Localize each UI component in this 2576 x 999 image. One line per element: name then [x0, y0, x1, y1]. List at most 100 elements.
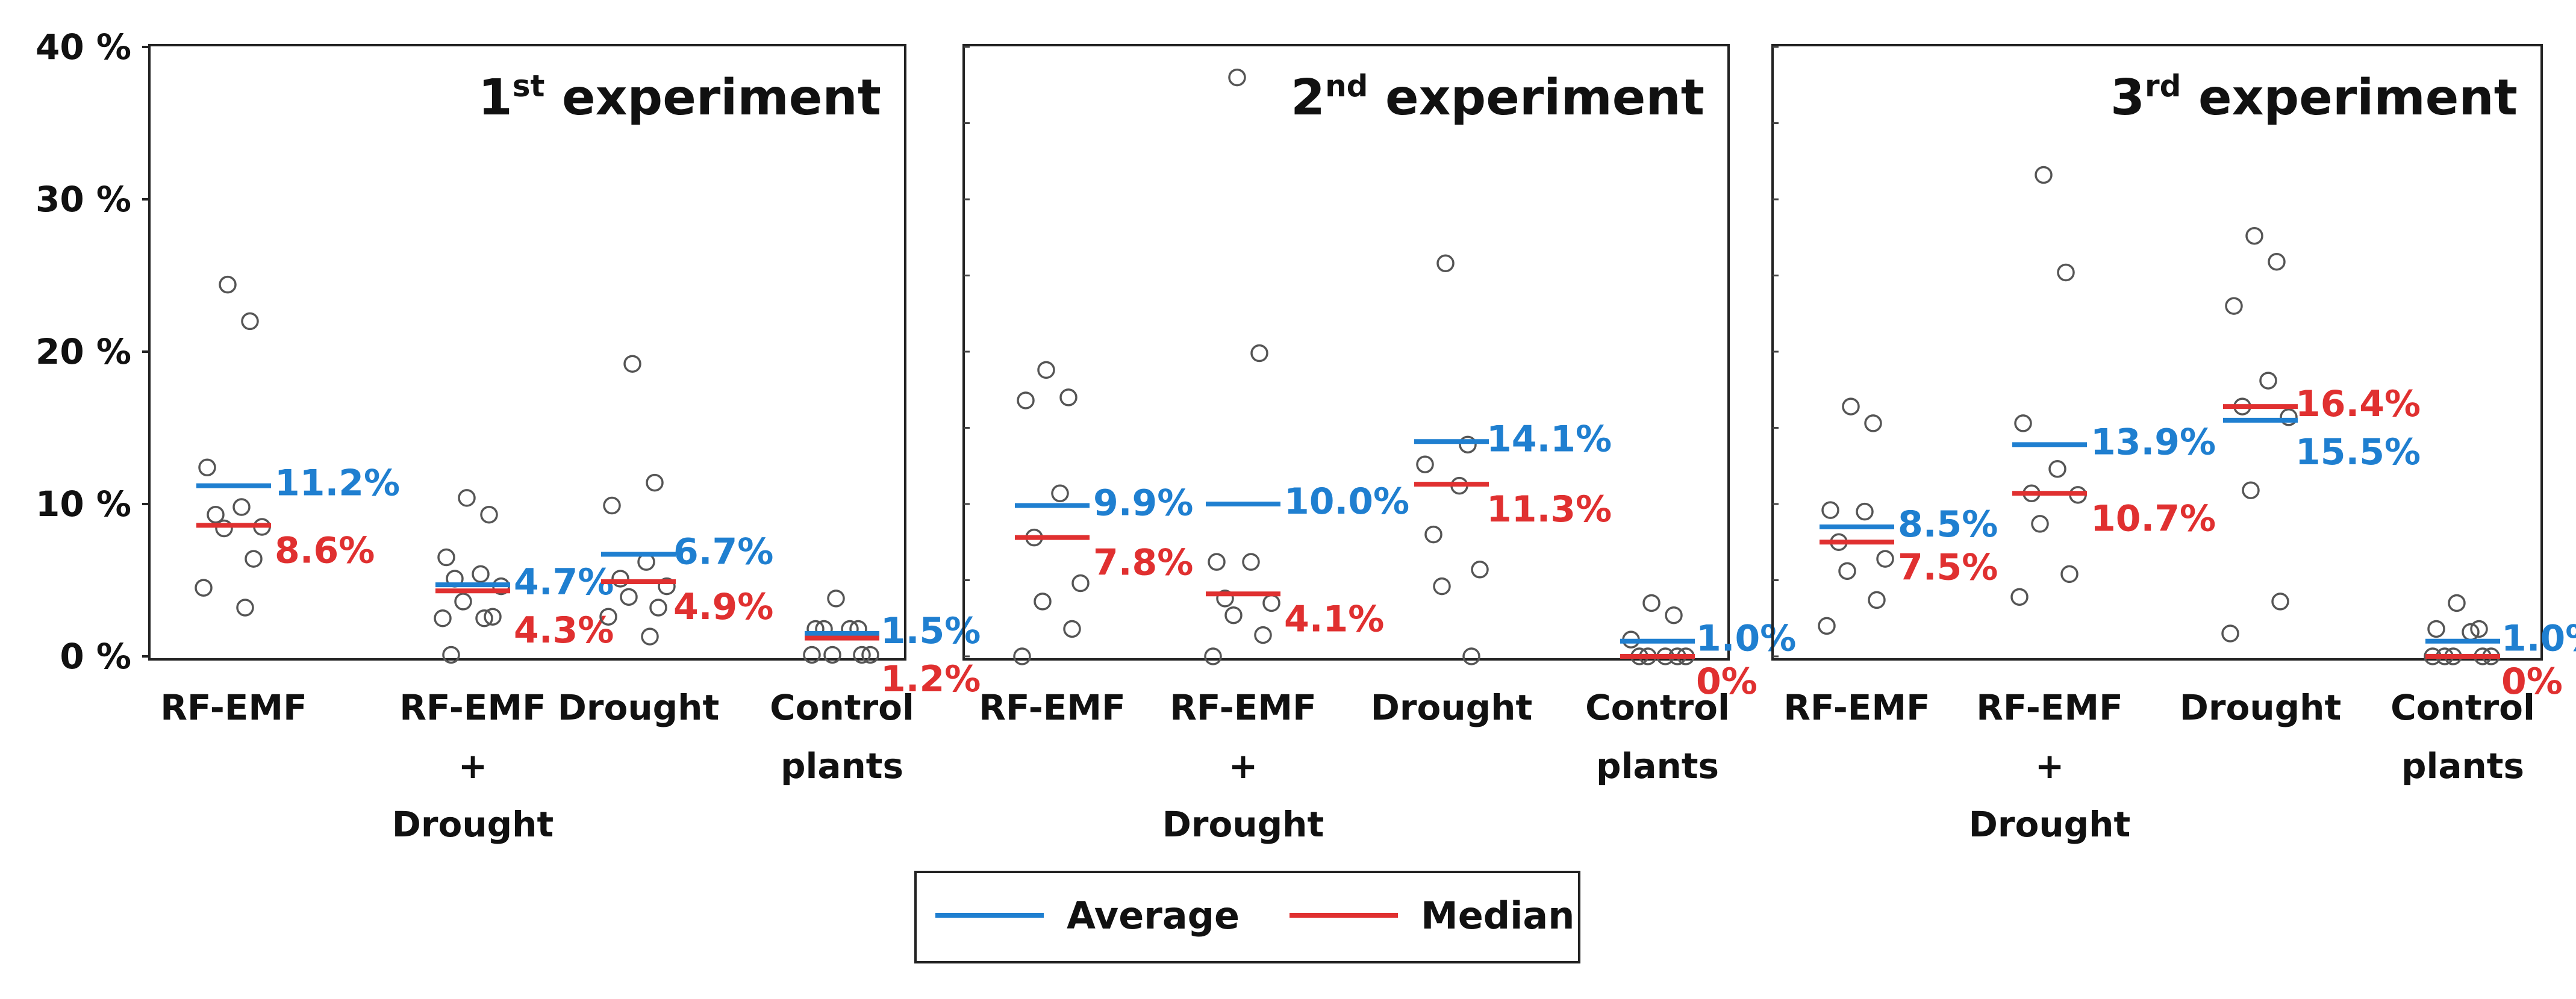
panel-frame: [962, 44, 1730, 661]
group-4: 1.0%0%: [1620, 594, 1796, 703]
data-point: [603, 496, 621, 515]
category-label: RF-EMF + Drought: [392, 687, 554, 845]
data-point: [458, 489, 476, 507]
data-point: [215, 519, 233, 538]
data-point: [2427, 620, 2445, 638]
data-point: [1416, 455, 1434, 473]
data-point: [219, 275, 237, 294]
data-point: [2221, 624, 2239, 643]
data-point: [1459, 435, 1477, 454]
data-point: [2014, 414, 2032, 432]
data-point: [599, 608, 617, 626]
data-point: [1842, 397, 1860, 415]
data-point: [475, 609, 493, 627]
average-label: 1.0%: [1696, 618, 1796, 660]
average-label: 11.2%: [275, 462, 400, 505]
data-point: [484, 608, 502, 626]
panel-title: 2nd experiment: [1291, 69, 1704, 126]
average-label: 15.5%: [2295, 431, 2421, 473]
median-label: 11.3%: [1486, 488, 1612, 531]
data-point: [2245, 226, 2263, 245]
data-point: [207, 505, 225, 524]
median-label: 16.4%: [2295, 383, 2421, 425]
data-point: [1262, 594, 1280, 612]
data-point: [2268, 252, 2286, 271]
data-point: [2031, 515, 2049, 533]
category-label: Control plants: [770, 687, 914, 786]
group-3: 6.7% 4.9%: [599, 355, 773, 646]
category-label: RF-EMF: [1783, 687, 1930, 728]
data-point: [1242, 553, 1260, 571]
data-point: [1436, 254, 1455, 273]
category-label: Control plants: [1585, 687, 1730, 786]
data-point: [1868, 591, 1886, 609]
data-point: [245, 550, 263, 568]
group-4: 1.5% 1.2%: [803, 590, 981, 700]
data-point: [1856, 502, 1874, 521]
data-point: [2010, 588, 2029, 606]
legend-label: Median: [1421, 894, 1574, 938]
group-3: 14.1% 11.3%: [1414, 254, 1612, 665]
data-point: [1204, 647, 1222, 665]
data-point: [649, 599, 667, 617]
data-point: [1037, 361, 1055, 379]
group-1: 9.9% 7.8%: [1013, 361, 1193, 665]
data-point: [1063, 620, 1081, 638]
data-point: [823, 646, 841, 664]
data-point: [1224, 606, 1243, 624]
average-label: 8.5%: [1898, 503, 1998, 546]
data-point: [241, 312, 259, 331]
data-point: [1071, 574, 1090, 593]
data-point: [1254, 626, 1272, 644]
average-label: 9.9%: [1093, 482, 1193, 524]
data-point: [827, 590, 845, 608]
data-point: [1208, 553, 1226, 571]
category-label: Drought: [2180, 687, 2341, 728]
data-point: [1250, 344, 1268, 363]
y-tick-label: 0 %: [60, 636, 131, 677]
median-label: 8.6%: [275, 529, 375, 571]
data-point: [2271, 593, 2289, 611]
data-point: [1818, 617, 1836, 635]
category-label: Drought: [558, 687, 719, 728]
data-point: [623, 355, 641, 373]
median-label: 4.1%: [1284, 598, 1384, 640]
data-point: [472, 565, 490, 584]
category-label: RF-EMF: [160, 687, 307, 728]
average-label: 1.5%: [881, 610, 981, 652]
group-4: 1.0%0%: [2424, 594, 2576, 703]
data-point: [853, 646, 871, 664]
data-point: [1059, 388, 1077, 406]
data-point: [1216, 590, 1234, 608]
average-label: 4.7%: [514, 561, 614, 603]
data-point: [232, 498, 251, 516]
data-point: [2470, 620, 2488, 638]
data-point: [437, 548, 455, 567]
data-point: [2242, 481, 2260, 499]
data-point: [195, 579, 213, 597]
group-2: 10.0% 4.1%: [1204, 68, 1409, 665]
median-label: 4.9%: [673, 586, 773, 628]
data-point: [1034, 593, 1052, 611]
data-point: [454, 593, 472, 611]
data-point: [2280, 408, 2298, 426]
data-point: [1821, 501, 1839, 519]
data-point: [1864, 414, 1882, 432]
y-axis: 0 % 10 % 20 % 30 % 40 %: [36, 26, 151, 677]
data-point: [641, 627, 659, 646]
group-1: 11.2% 8.6%: [195, 275, 400, 617]
average-label: 13.9%: [2091, 421, 2216, 463]
panel-title: 1st experiment: [478, 69, 881, 126]
data-point: [1424, 525, 1442, 544]
legend-label: Average: [1067, 894, 1240, 938]
category-label: Drought: [1371, 687, 1532, 728]
average-label: 10.0%: [1284, 481, 1409, 523]
data-point: [434, 609, 452, 627]
data-point: [1876, 550, 1894, 568]
data-point: [620, 588, 638, 606]
median-label: 1.2%: [881, 658, 981, 700]
data-point: [1838, 562, 1856, 580]
category-label: RF-EMF + Drought: [1162, 687, 1324, 845]
